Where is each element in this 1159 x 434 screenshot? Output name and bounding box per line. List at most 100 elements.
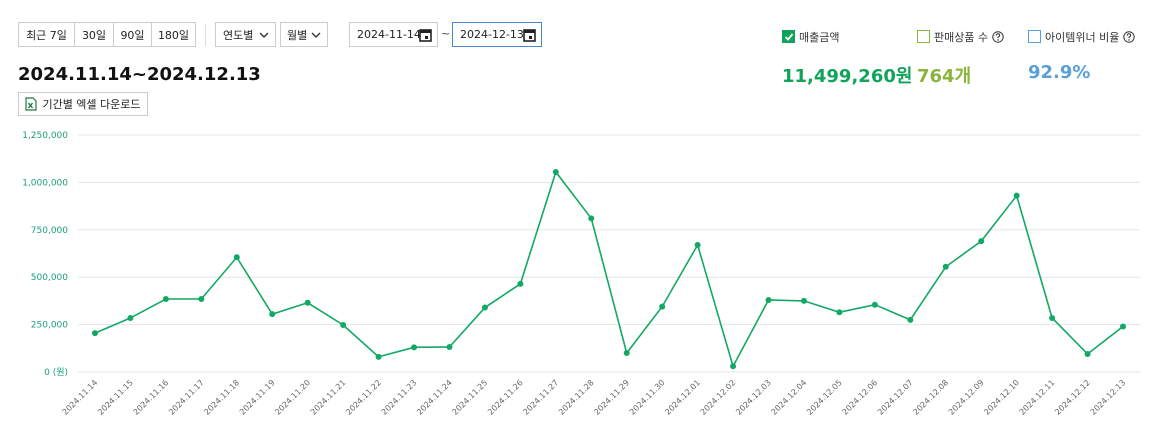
metric-value: 11,499,260원 (782, 66, 913, 87)
point (765, 296, 772, 303)
x-tick-label: 2024.12.12 (1053, 378, 1092, 417)
divider (205, 24, 206, 46)
x-tick-label: 2024.12.05 (805, 378, 844, 417)
x-tick-label: 2024.12.09 (947, 378, 986, 417)
x-tick-label: 2024.11.30 (628, 378, 667, 417)
x-tick-label: 2024.11.24 (415, 378, 454, 417)
help-icon[interactable] (992, 31, 1004, 43)
point (552, 168, 559, 175)
x-tick-label: 2024.11.16 (132, 378, 171, 417)
range-title: 2024.11.14~2024.12.13 (18, 64, 261, 85)
point (517, 280, 524, 287)
point (623, 350, 630, 357)
point (162, 296, 169, 303)
point (92, 330, 98, 337)
select-text: 월별 (287, 28, 308, 42)
point (978, 238, 985, 245)
x-tick-label: 2024.12.04 (770, 378, 809, 417)
point (800, 297, 807, 304)
point (127, 314, 134, 321)
x-tick-label: 2024.11.15 (96, 378, 135, 417)
month-select[interactable]: 월별 (280, 22, 328, 47)
x-tick-label: 2024.12.06 (841, 378, 880, 417)
point (198, 296, 205, 303)
point (1049, 314, 1056, 321)
checkbox[interactable] (1028, 30, 1041, 43)
point (942, 263, 949, 270)
x-tick-label: 2024.11.14 (61, 378, 100, 417)
check-mark (784, 32, 793, 41)
button-text: 기간별 엑셀 다운로드 (42, 98, 141, 111)
point (730, 363, 737, 370)
metric-label: 판매상품 수 (934, 29, 1004, 45)
point (907, 316, 914, 323)
x-tick-label: 2024.11.26 (486, 378, 525, 417)
line (94, 170, 1124, 369)
period-button[interactable]: 90일 (113, 22, 152, 47)
x-tick-label: 2024.11.21 (309, 378, 348, 417)
date-text: 2024-11-14 (357, 28, 421, 41)
check-path (784, 32, 793, 41)
x-tick-label: 2024.11.25 (451, 378, 490, 417)
select-text: 연도별 (223, 28, 254, 42)
point (694, 241, 701, 248)
point (1120, 323, 1126, 330)
point (1013, 192, 1020, 199)
point (588, 215, 595, 222)
period-button[interactable]: 180일 (151, 22, 196, 47)
y-tick-label: 250,000 (31, 321, 68, 331)
calendar-icon (523, 29, 536, 42)
x-tick-label: 2024.11.18 (202, 378, 241, 417)
x-tick-label: 2024.11.22 (344, 378, 383, 417)
x-tick-label: 2024.12.07 (876, 378, 915, 417)
x-tick-label: 2024.12.10 (982, 378, 1021, 417)
point (481, 304, 488, 311)
period-button[interactable]: 30일 (74, 22, 114, 47)
point (340, 321, 347, 328)
metric-value: 764개 (917, 66, 972, 87)
end-date-input[interactable]: 2024-12-13 (452, 22, 542, 47)
date-separator: ~ (441, 27, 451, 40)
point (1084, 350, 1091, 357)
x-tick-label: 2024.11.17 (167, 378, 206, 417)
calendar-icon (419, 29, 432, 42)
period-button[interactable]: 최근 7일 (18, 22, 75, 47)
checkbox[interactable] (917, 30, 930, 43)
checkbox[interactable] (782, 30, 795, 43)
metric-value: 92.9% (1028, 62, 1091, 83)
chevron (311, 32, 321, 38)
point (446, 343, 453, 350)
help-icon[interactable] (1123, 31, 1136, 43)
y-tick-label: 500,000 (31, 273, 68, 283)
point (411, 344, 418, 351)
x-tick-label: 2024.12.08 (911, 378, 950, 417)
x-tick-label: 2024.11.29 (592, 378, 631, 417)
x-tick-label: 2024.11.19 (238, 378, 277, 417)
metric-label: 아이템위너 비율 (1045, 29, 1136, 45)
point (659, 303, 666, 310)
x-tick-label: 2024.12.13 (1089, 378, 1128, 417)
y-tick-label: 1,250,000 (22, 131, 68, 141)
metric-label: 매출금액 (799, 31, 840, 44)
x-tick-label: 2024.11.20 (273, 378, 312, 417)
point (836, 309, 843, 316)
excel-icon (25, 97, 38, 111)
y-tick-label: 1,000,000 (22, 178, 68, 188)
point (269, 311, 276, 318)
y-tick-label: 750,000 (31, 226, 68, 236)
year-select[interactable]: 연도별 (215, 22, 276, 47)
point (375, 353, 382, 360)
start-date-input[interactable]: 2024-11-14 (349, 22, 438, 47)
excel-download-button[interactable]: 기간별 엑셀 다운로드 (18, 92, 148, 116)
x-tick-label: 2024.12.11 (1018, 378, 1057, 417)
x-tick-label: 2024.12.02 (699, 378, 738, 417)
x-tick-label: 2024.11.23 (380, 378, 419, 417)
x-tick-label: 2024.12.01 (663, 378, 702, 417)
x-tick-label: 2024.12.03 (734, 378, 773, 417)
date-text: 2024-12-13 (460, 28, 524, 41)
y-tick-label: 0 (원) (44, 367, 68, 378)
point (871, 301, 878, 308)
